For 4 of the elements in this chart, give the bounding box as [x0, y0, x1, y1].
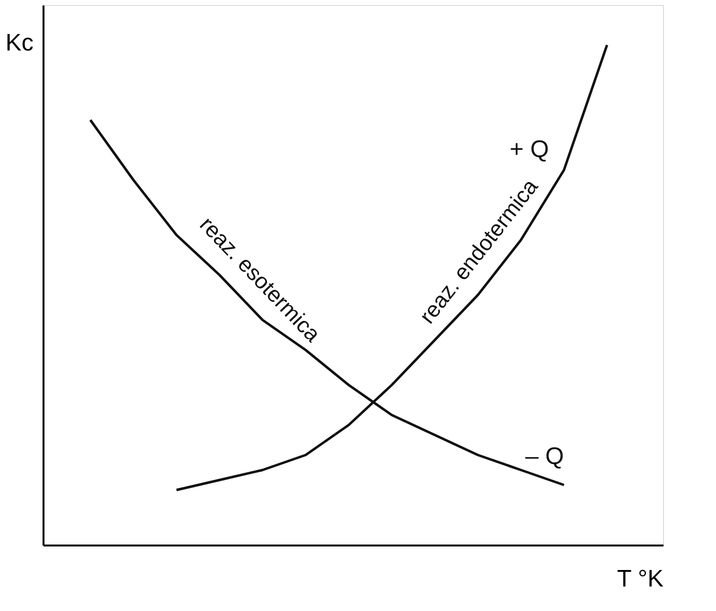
- annotation: – Q: [525, 443, 564, 470]
- y-axis-title: Kc: [6, 30, 34, 56]
- x-axis-title: T °K: [617, 566, 664, 592]
- annotation: + Q: [510, 136, 549, 163]
